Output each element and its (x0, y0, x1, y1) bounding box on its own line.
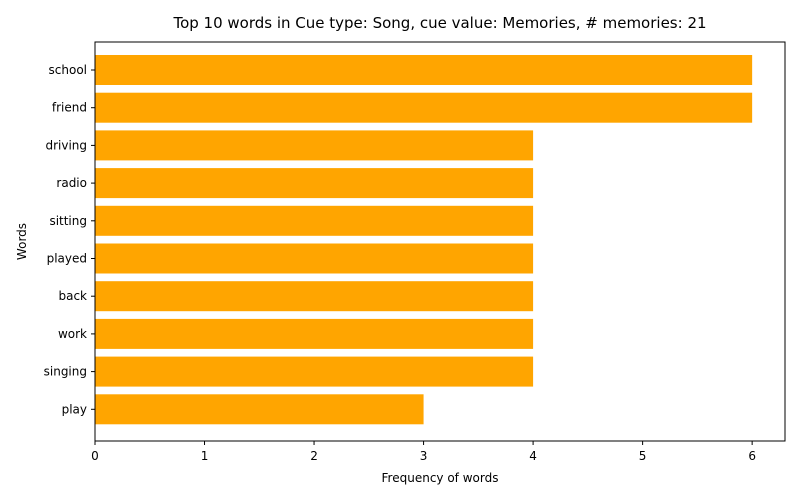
bar-sitting (95, 205, 534, 236)
y-tick-label: school (49, 63, 87, 77)
y-tick-label: sitting (49, 214, 87, 228)
x-tick-label: 6 (748, 449, 756, 463)
plot-frame (94, 41, 786, 442)
bar-driving (95, 130, 534, 161)
y-tick-label: driving (45, 138, 87, 152)
bar-back (95, 281, 534, 312)
bar-played (95, 243, 534, 274)
y-tick-label: work (58, 327, 87, 341)
y-tick-label: radio (56, 176, 87, 190)
y-axis-label: Words (15, 223, 29, 260)
x-tick-label: 2 (310, 449, 318, 463)
x-tick-label: 1 (201, 449, 209, 463)
x-tick-label: 4 (529, 449, 537, 463)
y-tick-label: singing (44, 365, 87, 379)
bar-school (95, 55, 753, 85)
y-tick-label: friend (52, 101, 87, 115)
chart-title: Top 10 words in Cue type: Song, cue valu… (172, 14, 706, 32)
bar-friend (95, 92, 753, 123)
x-tick-label: 3 (420, 449, 428, 463)
bars-group (95, 55, 753, 425)
y-tick-label: played (47, 252, 87, 266)
x-tick-label: 0 (91, 449, 99, 463)
bar-work (95, 318, 534, 349)
x-axis-ticks: 0 1 2 3 4 5 6 (91, 441, 756, 463)
bar-singing (95, 356, 534, 387)
y-tick-label: back (58, 289, 87, 303)
x-tick-label: 5 (639, 449, 647, 463)
bar-radio (95, 168, 534, 199)
y-axis-ticks: school friend driving radio sitting played bac… (44, 63, 95, 416)
bar-play (95, 394, 424, 425)
y-tick-label: play (62, 402, 87, 416)
x-axis-label: Frequency of words (382, 471, 499, 485)
